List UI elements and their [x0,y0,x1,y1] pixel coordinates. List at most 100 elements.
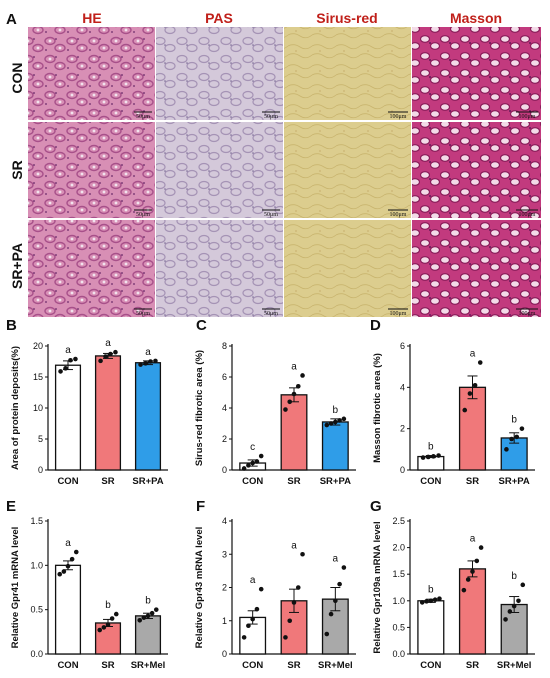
chart-b-protein-deposits: 0 5 10 15 20 Area of protein deposits(%) a CON a… [10,338,168,487]
data-point-f-2-0 [324,631,330,637]
y-tick-label-c-0: 0 [222,465,227,475]
y-tick-label-f-0: 0 [222,649,227,659]
data-point-g-2-4 [520,582,526,588]
data-point-d-0-3 [436,453,441,458]
data-point-g-0-1 [424,599,429,604]
data-point-g-1-4 [478,545,484,550]
significance-letter-f-0: a [250,575,256,586]
significance-letter-c-1: a [291,361,297,372]
data-point-c-0-1 [246,463,251,468]
chart-d-masson: 0 2 4 6 Masson fibrotic area (%) b CON a SR b SR+P… [372,341,535,487]
scale-label-masson-sr-pa: 100μm [519,311,536,317]
data-point-g-0-0 [419,600,425,605]
data-point-b-2-0 [138,362,143,367]
y-tick-label-d-0: 0 [400,465,405,475]
micrograph-masson-sr-pa [412,220,541,317]
data-point-c-1-2 [291,391,297,397]
data-point-f-1-1 [287,618,293,624]
data-point-g-2-1 [507,609,513,614]
data-point-b-0-1 [63,366,68,371]
data-point-e-2-4 [153,607,159,612]
data-point-c-0-0 [241,466,247,471]
micrograph-he-sr [28,122,155,218]
data-point-e-0-1 [61,569,67,574]
y-axis-label-e: Relative Gpr41 mRNA level [10,527,21,649]
data-point-f-0-0 [241,635,247,640]
significance-letter-f-2: a [333,554,339,565]
data-point-b-1-3 [113,349,118,355]
column-header-sirius-red: Sirus-red [316,10,377,26]
chart-f-gpr43: 0 1 2 3 4 Relative Gpr43 mRNA level a CON a SR a SR… [194,516,356,671]
micrograph-he-con [28,27,155,120]
significance-letter-c-0: c [250,442,255,453]
data-point-c-0-4 [258,453,264,459]
data-point-d-2-1 [509,436,514,442]
panel-letter-a: A [6,11,17,28]
data-point-f-0-1 [246,623,251,629]
data-point-c-1-1 [287,399,293,405]
category-label-e-0: CON [57,660,78,671]
y-axis-label-g: Relative Gpr109a mRNA level [372,521,383,653]
y-tick-label-c-2: 4 [222,403,227,413]
panel-letter-c: C [196,317,207,334]
significance-letter-b-0: a [65,345,71,356]
data-point-b-2-2 [148,359,153,364]
micrograph-pas-con [156,27,283,120]
y-tick-label-b-1: 5 [38,434,43,444]
data-point-e-0-3 [69,556,75,562]
data-point-b-0-3 [73,356,78,362]
y-tick-label-g-5: 2.5 [392,516,405,526]
y-axis-label-c: Sirus-red fibrotic area (%) [194,350,205,466]
data-point-g-0-4 [437,596,442,601]
y-tick-label-c-3: 6 [222,372,227,382]
category-label-b-2: SR+PA [132,476,163,487]
data-point-g-1-1 [465,577,471,582]
significance-letter-b-2: a [145,347,151,358]
y-tick-label-g-4: 2.0 [392,543,405,553]
y-tick-label-f-2: 2 [222,583,227,593]
significance-letter-e-2: b [145,596,151,607]
significance-letter-e-0: a [65,538,71,549]
data-point-g-1-3 [474,558,480,564]
data-point-g-1-2 [470,569,475,574]
y-tick-label-d-2: 4 [400,382,405,392]
significance-letter-c-2: b [333,405,339,416]
category-label-e-2: SR+Mel [131,660,166,671]
chart-e-gpr41: 0.0 0.5 1.0 1.5 Relative Gpr41 mRNA level a CO… [10,516,168,671]
category-label-g-2: SR+Mel [497,660,532,671]
micrograph-sirius-sr [284,122,411,218]
data-point-d-2-2 [514,434,520,440]
y-tick-label-f-3: 3 [222,549,227,559]
data-point-d-0-1 [425,454,431,460]
category-label-d-1: SR [466,476,479,487]
data-point-d-1-3 [477,360,483,365]
bar-g-1 [458,568,487,655]
micrograph-sirius-con [284,27,411,120]
data-point-f-1-3 [295,585,301,590]
scale-label-pas-con: 50μm [264,114,278,120]
micrograph-pas-sr-pa [156,220,283,317]
micrograph-he-sr-pa [28,220,155,317]
data-point-d-1-2 [472,382,478,388]
y-tick-label-e-2: 1.0 [30,560,43,570]
data-point-c-0-3 [254,459,260,464]
data-point-c-1-3 [295,384,301,389]
data-point-e-0-4 [73,549,79,555]
data-point-d-0-2 [431,454,436,459]
y-tick-label-g-2: 1.0 [392,596,405,606]
data-point-c-2-2 [333,419,338,425]
data-point-f-0-3 [254,606,260,612]
data-point-e-0-0 [57,571,63,577]
data-point-b-2-1 [143,361,148,366]
category-label-g-0: CON [420,660,441,671]
category-label-d-0: CON [420,476,441,487]
scale-label-masson-con: 100μm [519,114,536,120]
chart-c-sirius-red: 0 2 4 6 8 Sirus-red fibrotic area (%) c CON a SR b… [194,341,356,487]
chart-g-gpr109a: 0.0 0.5 1.0 1.5 2.0 2.5 Relative Gpr109a mRNA … [372,516,535,671]
significance-letter-d-0: b [428,442,434,453]
bar-c-2 [321,421,349,471]
data-point-c-2-1 [328,421,334,426]
scale-label-sirius-sr-pa: 100μm [390,311,407,317]
data-point-c-2-4 [341,416,347,422]
data-point-f-2-4 [341,565,347,570]
